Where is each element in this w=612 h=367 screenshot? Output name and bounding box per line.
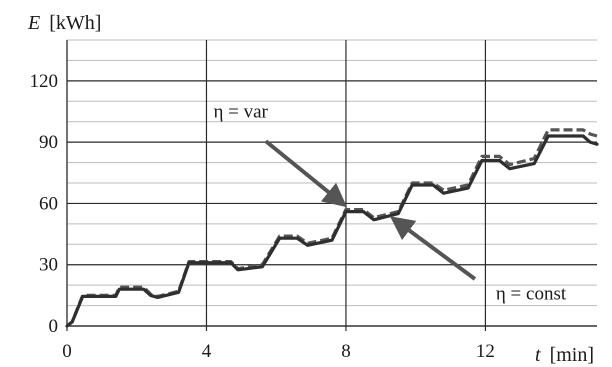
y-tick-label-120: 120 (30, 71, 59, 92)
x-tick-label-12: 12 (476, 341, 495, 362)
annotation-label-0: η = var (213, 102, 268, 123)
annotation-label-1: η = const (496, 283, 567, 304)
annotation-arrow-0 (264, 139, 348, 208)
x-tick-label-4: 4 (202, 341, 212, 362)
annotation-arrow-1 (389, 216, 477, 281)
series-lines (65, 128, 599, 328)
y-tick-label-30: 30 (39, 255, 58, 276)
x-axis-title: t [min] (535, 344, 594, 366)
tick-labels: 0 30 60 90 120 0 4 8 12 (30, 71, 495, 362)
y-tick-label-0: 0 (49, 316, 59, 337)
annotations: η = var η = const (213, 102, 566, 305)
x-tick-label-8: 8 (341, 341, 351, 362)
y-tick-label-90: 90 (39, 132, 58, 153)
y-tick-label-60: 60 (39, 193, 58, 214)
series-line-solid (65, 134, 599, 328)
x-tick-label-0: 0 (62, 341, 72, 362)
y-axis-title: E [kWh] (27, 12, 101, 34)
